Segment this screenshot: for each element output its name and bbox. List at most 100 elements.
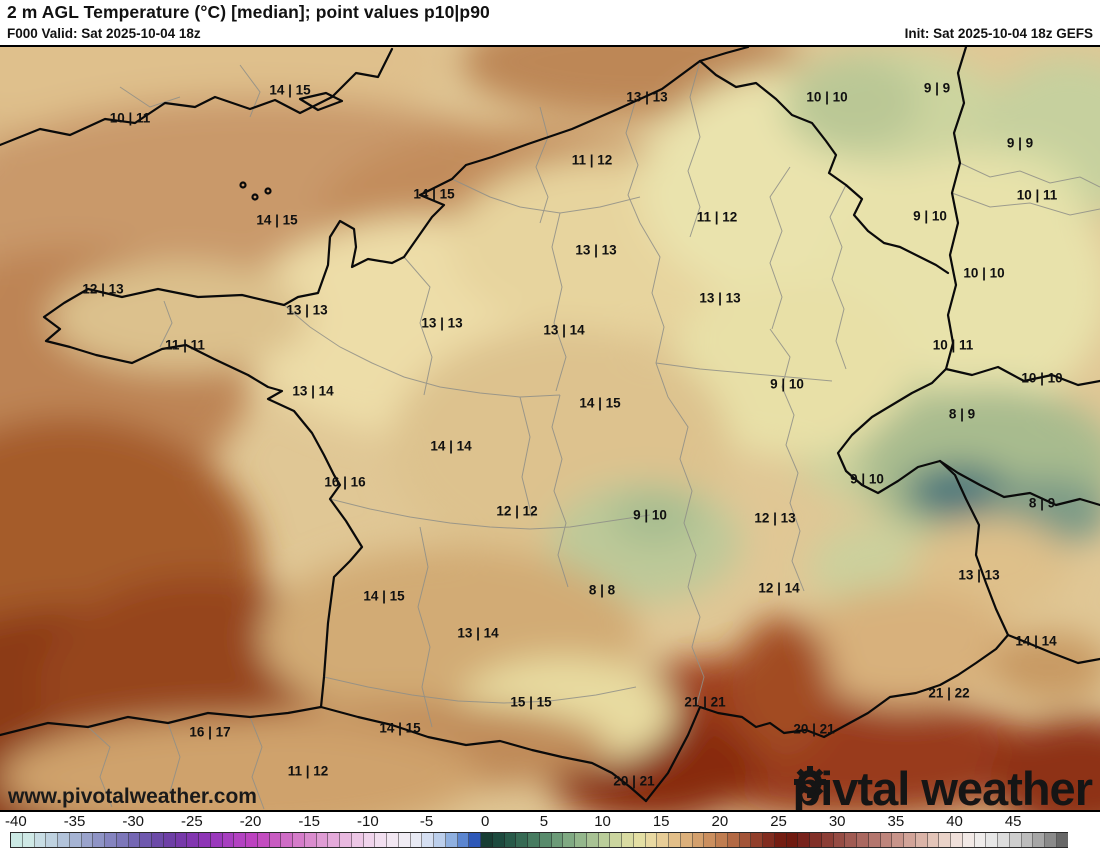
colorbar-cell <box>669 833 681 847</box>
point-value: 14 | 15 <box>379 720 421 736</box>
colorbar-cell <box>821 833 834 847</box>
point-value: 14 | 15 <box>269 82 311 98</box>
point-values-layer: 14 | 15 10 | 11 13 | 13 9 | 9 10 | 10 9 | 9 11… <box>0 47 1100 810</box>
colorbar-cell <box>375 833 387 847</box>
point-value: 15 | 15 <box>510 694 552 710</box>
colorbar-tick-label: 45 <box>1004 813 1022 830</box>
switzerland-italy-border <box>938 459 1100 507</box>
colorbar-cell <box>563 833 575 847</box>
england-coastline <box>0 47 394 147</box>
point-value: 10 | 11 <box>109 110 151 126</box>
colorbar-tick-label: 40 <box>946 813 963 830</box>
colorbar-tick-label: -30 <box>122 813 145 830</box>
point-value: 9 | 10 <box>913 208 947 224</box>
colorbar-tick-label: 20 <box>711 813 729 830</box>
point-value: 14 | 15 <box>363 588 405 604</box>
point-value: 13 | 14 <box>543 322 585 338</box>
point-value: 9 | 10 <box>850 471 884 487</box>
point-value: 20 | 21 <box>613 773 655 789</box>
colorbar-cell <box>387 833 399 847</box>
colorbar-cell <box>763 833 775 847</box>
colorbar-cell <box>833 833 846 847</box>
valid-time-label: F000 Valid: Sat 2025-10-04 18z <box>7 26 201 41</box>
colorbar-cell <box>152 833 164 847</box>
channel-island <box>264 187 272 195</box>
switzerland-north-border <box>944 365 1100 387</box>
point-value: 9 | 9 <box>923 80 951 96</box>
point-value: 10 | 10 <box>963 265 1005 281</box>
point-value: 13 | 13 <box>286 302 328 318</box>
colorbar-cell <box>199 833 211 847</box>
france-italy-border <box>938 459 1010 637</box>
colorbar-cell <box>187 833 199 847</box>
channel-island <box>239 181 247 189</box>
point-value: 14 | 14 <box>430 438 472 454</box>
pivotalweather-logo: piv tal weather <box>793 762 1093 812</box>
colorbar-cell <box>1033 833 1045 847</box>
colorbar-cell <box>962 833 975 847</box>
colorbar-cell <box>363 833 376 847</box>
colorbar-cell <box>304 833 317 847</box>
colorbar-cell <box>445 833 458 847</box>
point-value: 12 | 13 <box>754 510 796 526</box>
colorbar-cell <box>328 833 340 847</box>
colorbar-tick-label: 35 <box>887 813 905 830</box>
colorbar-cell <box>175 833 188 847</box>
colorbar-cell <box>1009 833 1022 847</box>
point-value: 8 | 8 <box>588 582 616 598</box>
point-value: 13 | 14 <box>457 625 499 641</box>
point-value: 11 | 12 <box>696 209 738 225</box>
point-value: 10 | 10 <box>1021 370 1063 386</box>
colorbar-cell <box>281 833 293 847</box>
point-value: 9 | 9 <box>1006 135 1034 151</box>
colorbar-cell <box>34 833 47 847</box>
belgium-coastline <box>698 47 750 63</box>
colorbar-tick-label: -40 <box>5 813 27 830</box>
init-time-label: Init: Sat 2025-10-04 18z GEFS <box>904 26 1093 41</box>
logo-text-right: tal weather <box>857 762 1093 812</box>
colorbar-cell <box>293 833 305 847</box>
point-value: 14 | 15 <box>579 395 621 411</box>
point-value: 13 | 13 <box>421 315 463 331</box>
point-value: 13 | 13 <box>626 89 668 105</box>
colorbar-cell <box>116 833 129 847</box>
colorbar-cell <box>422 833 434 847</box>
belgium-luxembourg-border <box>698 59 950 275</box>
colorbar-tick-label: -15 <box>298 813 321 830</box>
colorbar-cell <box>246 833 258 847</box>
temperature-field-graphic <box>0 47 1100 810</box>
colorbar-cell <box>986 833 998 847</box>
colorbar-cell <box>351 833 364 847</box>
colorbar-tick-label: -35 <box>63 813 86 830</box>
colorbar-cell <box>880 833 893 847</box>
colorbar-cell <box>939 833 951 847</box>
point-value: 21 | 22 <box>928 685 970 701</box>
colorbar-cell <box>516 833 528 847</box>
colorbar-cell <box>716 833 728 847</box>
point-value: 12 | 14 <box>758 580 800 596</box>
point-value: 20 | 21 <box>793 721 835 737</box>
colorbar-legend: -40 -35 -30 -25 -20 -15 -10 -5 0 5 10 15 20 25 30 35 40 4… <box>0 812 1100 850</box>
colorbar-cell <box>105 833 117 847</box>
colorbar-cell <box>316 833 329 847</box>
weather-map-canvas[interactable]: 14 | 15 10 | 11 13 | 13 9 | 9 10 | 10 9 | 9 11… <box>0 45 1100 812</box>
colorbar-cell <box>751 833 763 847</box>
colorbar-cell <box>234 833 246 847</box>
point-value: 8 | 9 <box>1028 495 1056 511</box>
colorbar-tick-label: 10 <box>594 813 611 830</box>
spain-north-coastline <box>0 705 323 737</box>
colorbar-cell <box>915 833 928 847</box>
france-switzerland-border <box>836 367 948 495</box>
colorbar-cell <box>457 833 470 847</box>
colorbar-cell <box>727 833 740 847</box>
colorbar-cell <box>551 833 564 847</box>
point-value: 9 | 10 <box>633 507 667 523</box>
colorbar-cell <box>622 833 634 847</box>
colorbar-cell <box>58 833 70 847</box>
colorbar-cell <box>645 833 658 847</box>
map-title: 2 m AGL Temperature (°C) [median]; point… <box>7 2 490 22</box>
colorbar-cell <box>857 833 869 847</box>
colorbar-cell <box>704 833 716 847</box>
colorbar-cell <box>69 833 82 847</box>
